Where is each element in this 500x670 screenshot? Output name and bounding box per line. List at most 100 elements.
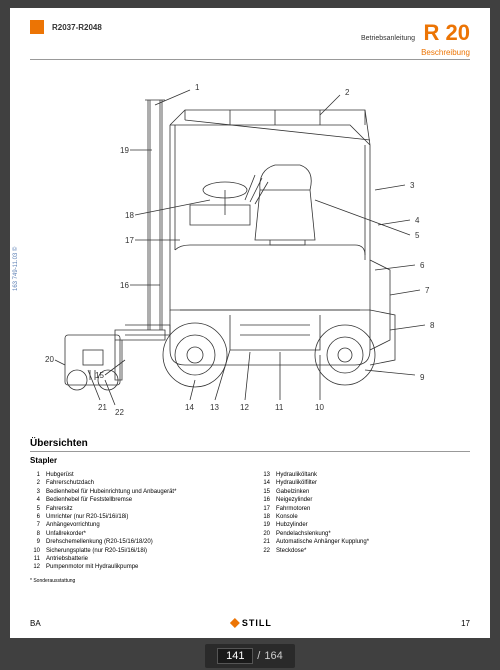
logo-text: STILL: [242, 618, 272, 628]
svg-text:12: 12: [240, 403, 249, 412]
part-number: 18: [260, 513, 270, 521]
part-label: Hydraulikölfilter: [276, 479, 317, 487]
header-right: Betriebsanleitung R 20 Beschreibung: [361, 20, 470, 57]
forklift-diagram: 1 2 3 4 5 6 7 8 9 10 11 12 13 14 15 16 1…: [30, 70, 470, 430]
part-row: 13 Hydrauliköltank: [260, 471, 470, 479]
part-row: 10 Sicherungsplatte (nur R20-15i/16i/18i): [30, 547, 240, 555]
part-label: Fahrersitz: [46, 505, 73, 513]
svg-text:4: 4: [415, 216, 420, 225]
part-row: 21 Automatische Anhänger Kupplung*: [260, 538, 470, 546]
part-label: Sicherungsplatte (nur R20-15i/16i/18i): [46, 547, 147, 555]
part-label: Automatische Anhänger Kupplung*: [276, 538, 369, 546]
svg-text:11: 11: [275, 403, 284, 412]
part-row: 8 Unfallrekorder*: [30, 530, 240, 538]
part-label: Bedienhebel für Feststellbremse: [46, 496, 132, 504]
svg-text:1: 1: [195, 83, 200, 92]
part-row: 6Umrichter (nur R20-15i/16i/18i): [30, 513, 240, 521]
overview-subtitle: Stapler: [30, 456, 470, 465]
parts-column-right: 13 Hydrauliköltank14Hydraulikölfilter15 Ga…: [260, 471, 470, 572]
part-row: 20 Pendelachslenkung*: [260, 530, 470, 538]
part-number: 10: [30, 547, 40, 555]
part-row: 16 Neigezylinder: [260, 496, 470, 504]
part-row: 7 Anhängevorrichtung: [30, 521, 240, 529]
part-number: 7: [30, 521, 40, 529]
model-range: R2037-R2048: [52, 23, 102, 32]
svg-text:14: 14: [185, 403, 194, 412]
part-label: Anhängevorrichtung: [46, 521, 100, 529]
overview-title: Übersichten: [30, 438, 470, 452]
part-row: 19 Hubzylinder: [260, 521, 470, 529]
page-input[interactable]: [217, 648, 253, 664]
svg-text:15: 15: [95, 371, 104, 380]
series-label: R 20: [424, 20, 470, 45]
part-label: Fahrmotoren: [276, 505, 310, 513]
part-row: 14Hydraulikölfilter: [260, 479, 470, 487]
parts-column-left: 1Hubgerüst2Fahrerschutzdach3Bedienhebel …: [30, 471, 240, 572]
footer-ba: BA: [30, 619, 41, 628]
part-number: 5: [30, 505, 40, 513]
svg-text:19: 19: [120, 146, 129, 155]
part-label: Pumpenmotor mit Hydraulikpumpe: [46, 563, 138, 571]
page-footer: BA STILL 17: [30, 618, 470, 628]
part-row: 5 Fahrersitz: [30, 505, 240, 513]
brand-logo: STILL: [230, 618, 272, 628]
part-number: 22: [260, 547, 270, 555]
part-row: 15 Gabelzinken: [260, 488, 470, 496]
svg-text:20: 20: [45, 355, 54, 364]
header-left: R2037-R2048: [30, 20, 102, 34]
brand-box-icon: [30, 20, 44, 34]
part-number: 15: [260, 488, 270, 496]
pdf-page-counter: / 164: [205, 644, 294, 668]
part-label: Neigezylinder: [276, 496, 312, 504]
total-pages: 164: [264, 650, 282, 662]
part-number: 8: [30, 530, 40, 538]
part-label: Hubzylinder: [276, 521, 308, 529]
counter-separator: /: [257, 650, 260, 662]
part-row: 4Bedienhebel für Feststellbremse: [30, 496, 240, 504]
part-label: Antriebsbatterie: [46, 555, 88, 563]
page-number: 17: [461, 619, 470, 628]
part-label: Drehschemellenkung (R20-15/16/18/20): [46, 538, 153, 546]
svg-text:3: 3: [410, 181, 415, 190]
part-label: Steckdose*: [276, 547, 306, 555]
section-title: Beschreibung: [361, 48, 470, 57]
part-number: 9: [30, 538, 40, 546]
svg-text:7: 7: [425, 286, 430, 295]
svg-text:10: 10: [315, 403, 324, 412]
page-header: R2037-R2048 Betriebsanleitung R 20 Besch…: [30, 20, 470, 60]
part-number: 19: [260, 521, 270, 529]
part-number: 11: [30, 555, 40, 563]
svg-text:5: 5: [415, 231, 420, 240]
part-number: 2: [30, 479, 40, 487]
forklift-illustration: 1 2 3 4 5 6 7 8 9 10 11 12 13 14 15 16 1…: [30, 70, 470, 430]
part-label: Hubgerüst: [46, 471, 74, 479]
part-label: Unfallrekorder*: [46, 530, 86, 538]
svg-text:2: 2: [345, 88, 350, 97]
footnote: * Sonderausstattung: [30, 578, 470, 584]
part-number: 20: [260, 530, 270, 538]
part-label: Bedienhebel für Hubeinrichtung und Anbau…: [46, 488, 176, 496]
part-number: 13: [260, 471, 270, 479]
svg-text:6: 6: [420, 261, 425, 270]
svg-text:8: 8: [430, 321, 435, 330]
parts-list: 1Hubgerüst2Fahrerschutzdach3Bedienhebel …: [30, 471, 470, 572]
part-number: 12: [30, 563, 40, 571]
svg-text:18: 18: [125, 211, 134, 220]
svg-text:16: 16: [120, 281, 129, 290]
svg-text:9: 9: [420, 373, 425, 382]
part-number: 16: [260, 496, 270, 504]
part-label: Pendelachslenkung*: [276, 530, 331, 538]
part-label: Konsole: [276, 513, 298, 521]
svg-text:21: 21: [98, 403, 107, 412]
logo-icon: [230, 618, 240, 628]
part-number: 6: [30, 513, 40, 521]
part-row: 17 Fahrmotoren: [260, 505, 470, 513]
part-label: Fahrerschutzdach: [46, 479, 94, 487]
part-label: Hydrauliköltank: [276, 471, 317, 479]
part-number: 17: [260, 505, 270, 513]
side-reference: 163 749-11.03 ©: [13, 247, 19, 291]
svg-text:22: 22: [115, 408, 124, 417]
part-number: 21: [260, 538, 270, 546]
part-label: Gabelzinken: [276, 488, 309, 496]
part-row: 12 Pumpenmotor mit Hydraulikpumpe: [30, 563, 240, 571]
